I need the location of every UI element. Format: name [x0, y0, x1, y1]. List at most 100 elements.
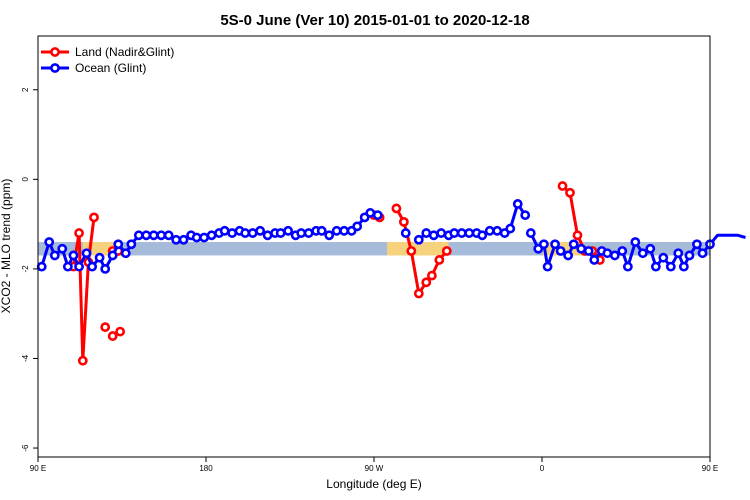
x-tick-label: 90 W: [365, 464, 384, 473]
ocean-data-point: [49, 250, 60, 261]
ocean-data-point: [678, 261, 689, 272]
ocean-data-point: [464, 228, 475, 238]
ocean-data-point: [275, 228, 286, 238]
ocean-data-point: [413, 234, 424, 245]
ocean-data-point: [505, 223, 516, 234]
ocean-data-point: [163, 230, 174, 241]
ocean-data-point: [94, 252, 105, 263]
ocean-data-point: [520, 210, 531, 221]
ocean-data-point: [44, 237, 55, 247]
ocean-data-point: [316, 225, 327, 236]
ocean-data-point: [538, 239, 549, 250]
ocean-data-point: [199, 232, 210, 243]
ocean-data-point: [568, 239, 579, 250]
ocean-data-point: [206, 230, 217, 241]
land-data-point: [77, 355, 88, 366]
land-data-point: [441, 246, 452, 256]
ocean-data-point: [684, 250, 695, 261]
ocean-data-point: [692, 239, 702, 250]
ocean-data-point: [436, 228, 447, 238]
legend: Land (Nadir&Glint) Ocean (Glint): [41, 45, 174, 75]
ocean-data-point: [296, 228, 307, 238]
ocean-data-point: [697, 248, 708, 259]
land-data-point: [89, 212, 99, 223]
land-data-point: [74, 228, 84, 238]
ocean-data-point: [622, 261, 633, 272]
ocean-data-point: [113, 239, 124, 250]
ocean-data-point: [57, 243, 68, 254]
ocean-data-point: [645, 243, 656, 254]
ocean-data-point: [609, 250, 620, 261]
ocean-data-point: [262, 230, 273, 241]
ocean-data-point: [449, 228, 460, 238]
ocean-data-point: [283, 225, 294, 236]
ocean-data-point: [456, 228, 467, 238]
ocean-data-point: [650, 261, 661, 272]
land-legend-label: Land (Nadir&Glint): [75, 45, 174, 59]
ocean-data-point: [602, 248, 613, 259]
ocean-data-point: [107, 250, 118, 261]
ocean-data-point: [365, 208, 376, 218]
ocean-data-point: [191, 232, 202, 243]
ocean-data-point: [156, 230, 167, 241]
ocean-data-point: [492, 225, 503, 236]
land-data-point: [421, 277, 432, 288]
ocean-data-point: [421, 228, 432, 238]
land-data-point: [413, 288, 424, 299]
ocean-data-point: [542, 261, 553, 272]
ocean-data-point: [133, 230, 144, 241]
ocean-data-point: [36, 261, 47, 272]
land-data-point: [107, 331, 118, 341]
ocean-data-point: [428, 230, 439, 241]
land-series: [68, 181, 605, 366]
ocean-data-point: [126, 239, 137, 250]
ocean-data-point: [555, 246, 566, 256]
ocean-data-point: [484, 225, 495, 236]
ocean-data-point: [512, 199, 523, 209]
ocean-legend-marker: [50, 63, 60, 73]
ocean-data-point: [74, 261, 84, 272]
plot-area: [36, 181, 746, 366]
ocean-data-point: [630, 237, 641, 247]
y-tick-label: 0: [21, 177, 30, 182]
y-tick-label: -2: [21, 265, 30, 273]
ocean-data-point: [120, 248, 131, 259]
ocean-data-point: [331, 225, 342, 236]
land-data-point: [406, 246, 417, 256]
ocean-data-point: [665, 261, 676, 272]
ocean-data-point: [400, 228, 411, 238]
land-legend-marker: [50, 47, 60, 57]
ocean-data-point: [673, 248, 684, 259]
land-data-point: [434, 255, 445, 265]
land-data-point: [565, 187, 575, 198]
ocean-data-point: [171, 234, 182, 245]
ocean-data-point: [589, 255, 600, 265]
ocean-data-point: [148, 230, 159, 241]
axes: 90 E 180 90 W 0 90 E 2 0 -2 -4 -6: [21, 87, 718, 473]
ocean-data-point: [247, 228, 258, 238]
ocean-data-point: [219, 225, 230, 236]
y-tick-label: -4: [21, 354, 30, 362]
land-data-point: [115, 326, 126, 337]
ocean-data-point: [477, 230, 488, 241]
chart-title: 5S-0 June (Ver 10) 2015-01-01 to 2020-12…: [220, 12, 529, 29]
ocean-data-point: [62, 261, 73, 272]
land-data-point: [398, 216, 409, 227]
x-tick-label: 0: [540, 464, 545, 473]
land-data-point: [426, 270, 437, 281]
ocean-data-point: [637, 248, 648, 259]
land-data-point: [100, 322, 111, 333]
land-data-point: [557, 181, 568, 191]
ocean-data-point: [68, 250, 79, 261]
y-tick-label: -6: [21, 444, 30, 452]
ocean-data-point: [255, 225, 266, 236]
ocean-data-point: [100, 263, 111, 274]
ocean-data-point: [352, 221, 363, 232]
ocean-data-point: [372, 210, 383, 221]
x-axis-label: Longitude (deg E): [326, 477, 421, 491]
land-data-point: [391, 203, 402, 214]
ocean-series: [36, 199, 746, 274]
x-tick-label: 180: [199, 464, 213, 473]
y-axis-label: XCO2 - MLO trend (ppm): [0, 179, 13, 314]
ocean-data-point: [563, 250, 574, 261]
